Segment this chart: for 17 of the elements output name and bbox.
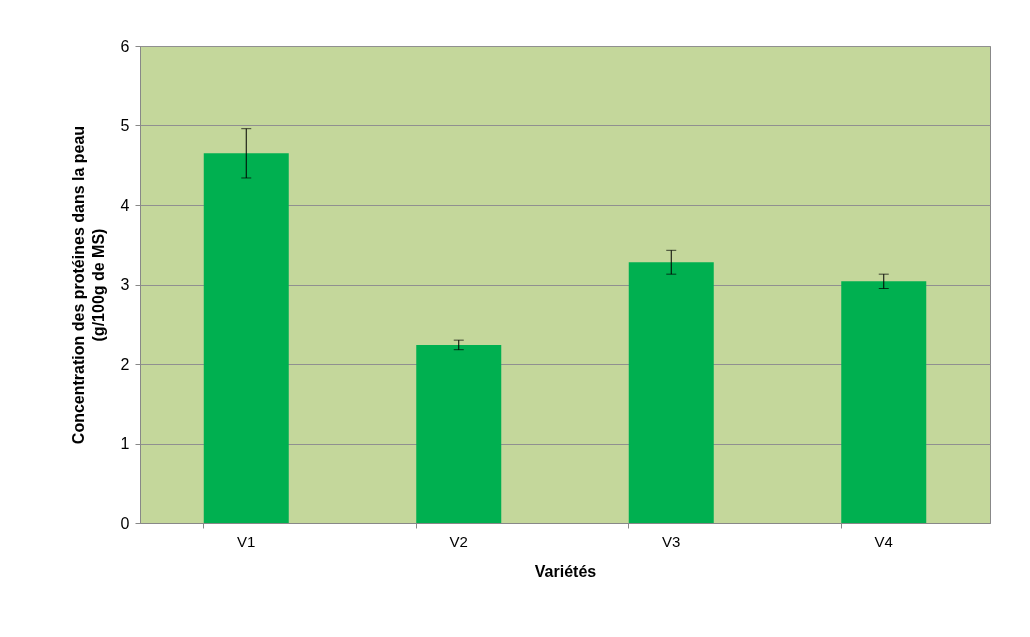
y-tick-label: 3 — [120, 276, 130, 293]
x-tick-label: V3 — [662, 532, 681, 550]
bar — [203, 153, 289, 523]
bar — [841, 281, 927, 523]
y-tick-label: 1 — [120, 435, 130, 452]
y-tick-label: 5 — [120, 117, 130, 134]
y-tick-label: 0 — [120, 514, 130, 532]
y-tick-label: 2 — [120, 355, 130, 373]
y-tick-label: 6 — [120, 37, 130, 55]
x-tick-label: V2 — [449, 532, 468, 550]
x-axis-title: Variétés — [534, 562, 597, 580]
x-tick-label: V4 — [874, 532, 893, 550]
x-tick-label: V1 — [237, 532, 256, 550]
y-tick-label: 4 — [120, 196, 130, 214]
bar — [416, 344, 502, 523]
bar — [628, 262, 714, 523]
y-axis-title: Concentration des protéines dans la peau (g/100g de MS) — [69, 125, 107, 445]
